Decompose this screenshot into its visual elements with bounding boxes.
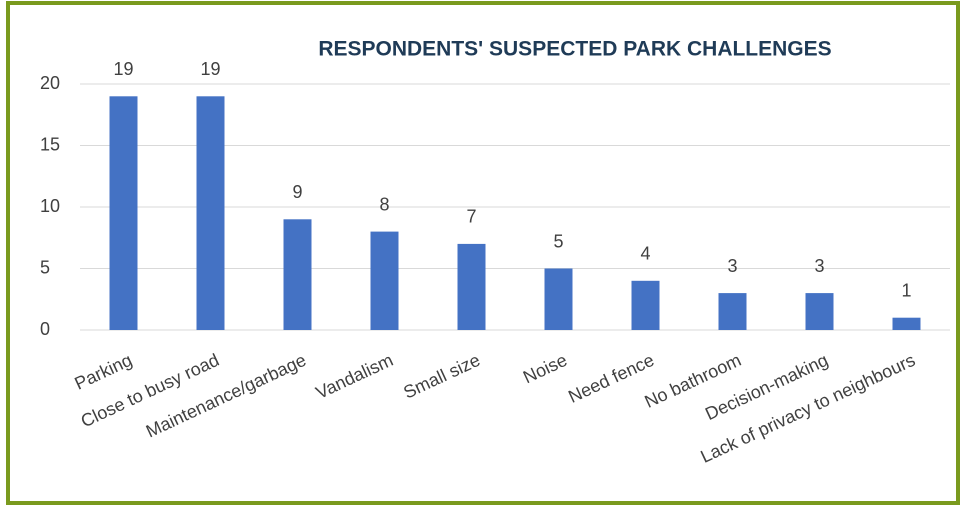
y-tick-label: 15 bbox=[40, 134, 60, 154]
bar bbox=[109, 96, 138, 330]
chart-title: RESPONDENTS' SUSPECTED PARK CHALLENGES bbox=[318, 38, 831, 61]
bar bbox=[544, 268, 573, 330]
bar bbox=[283, 219, 312, 330]
bar bbox=[718, 293, 747, 330]
data-label: 19 bbox=[200, 59, 220, 79]
bar bbox=[196, 96, 225, 330]
bar bbox=[892, 317, 921, 330]
y-tick-label: 5 bbox=[40, 257, 50, 277]
y-tick-label: 10 bbox=[40, 196, 60, 216]
data-label: 9 bbox=[292, 182, 302, 202]
bar bbox=[631, 280, 660, 330]
bar bbox=[805, 293, 834, 330]
data-label: 5 bbox=[553, 231, 563, 251]
data-label: 1 bbox=[901, 280, 911, 300]
bar bbox=[457, 243, 486, 330]
data-label: 19 bbox=[113, 59, 133, 79]
y-tick-label: 0 bbox=[40, 319, 50, 339]
y-tick-label: 20 bbox=[40, 73, 60, 93]
data-label: 3 bbox=[727, 256, 737, 276]
data-label: 4 bbox=[640, 244, 650, 264]
data-label: 3 bbox=[814, 256, 824, 276]
data-label: 7 bbox=[466, 207, 476, 227]
bar bbox=[370, 231, 399, 330]
data-label: 8 bbox=[379, 194, 389, 214]
